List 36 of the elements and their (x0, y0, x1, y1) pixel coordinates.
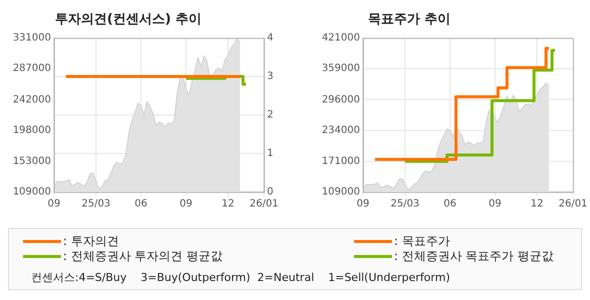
y-tick-label: 421000 (322, 32, 360, 44)
text: 컨센서스:4=S/Buy 3=Buy(Outperform) 2=Neutral 1=Sell(Underperform) (31, 270, 450, 285)
chart-title: 목표주가 추이 (368, 11, 451, 28)
y2-tick-label: 2 (267, 110, 274, 121)
legend-label: : 전체증권사 투자의견 평균값 (63, 248, 222, 265)
y2-tick-label: 4 (267, 32, 274, 44)
y-tick-label: 242000 (12, 94, 51, 106)
y-tick-label: 234000 (322, 124, 360, 136)
x-tick-label: 06 (444, 198, 456, 210)
x-tick-label: 25/03 (82, 198, 110, 210)
y2-tick-label: 1 (267, 148, 274, 160)
x-tick-label: 06 (134, 198, 148, 210)
y-tick-label: 296000 (322, 94, 360, 106)
y-tick-label: 171000 (322, 156, 360, 167)
x-tick-label: 09 (488, 198, 502, 210)
y-tick-label: 198000 (12, 124, 51, 136)
x-tick-label: 12 (530, 198, 544, 210)
x-tick-label: 26/01 (250, 198, 278, 210)
x-tick-label: 12 (222, 198, 234, 210)
y-tick-label: 359000 (322, 63, 360, 74)
y-tick-label: 153000 (12, 156, 51, 168)
y2-tick-label: 3 (267, 71, 274, 82)
y-tick-label: 109000 (12, 186, 51, 198)
x-tick-label: 09 (180, 198, 192, 210)
legend-label: : 투자의견 (63, 233, 119, 250)
chart-title: 투자의견(컨센서스) 추이 (55, 11, 202, 28)
y2-tick-label: 0 (267, 186, 274, 198)
y-tick-label: 287000 (12, 63, 51, 74)
x-tick-label: 09 (356, 198, 370, 210)
legend-label: : 목표주가 (394, 233, 450, 250)
legend-label: : 전체증권사 목표주가 평균값 (394, 248, 554, 265)
x-tick-label: 09 (48, 198, 60, 210)
y-tick-label: 331000 (12, 32, 51, 44)
x-tick-label: 25/03 (390, 198, 420, 210)
y-tick-label: 109000 (322, 186, 360, 198)
x-tick-label: 26/01 (558, 198, 588, 210)
